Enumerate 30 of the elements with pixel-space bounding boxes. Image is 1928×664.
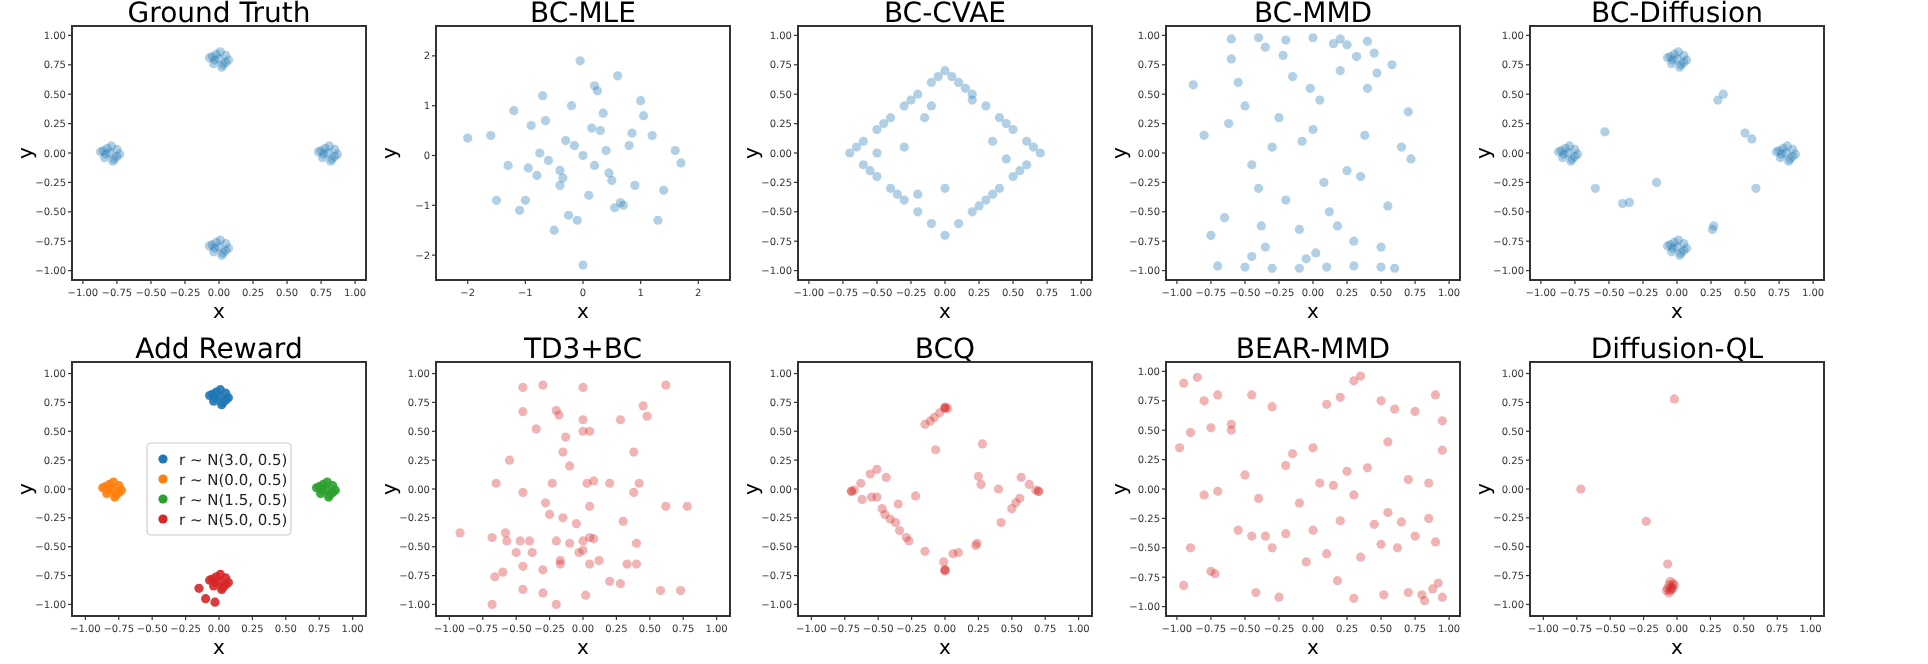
x-axis-title: x — [213, 638, 226, 660]
x-axis-title: x — [939, 638, 952, 660]
y-axis-title: y — [1110, 146, 1132, 159]
chart-title: Ground Truth — [127, 0, 311, 30]
x-axis-title: x — [1307, 638, 1320, 660]
chart-title: BEAR-MMD — [1235, 334, 1391, 366]
y-axis-title: y — [16, 482, 38, 495]
x-axis-title: x — [1307, 302, 1320, 324]
y-axis-title: y — [380, 146, 402, 159]
chart-title: BC-MMD — [1253, 0, 1373, 30]
x-axis-title: x — [577, 302, 590, 324]
y-axis-title: y — [1474, 146, 1496, 159]
chart-title: Diffusion-QL — [1590, 334, 1764, 366]
y-axis-title: y — [380, 482, 402, 495]
chart-title: TD3+BC — [521, 334, 643, 366]
chart-title: BC-CVAE — [883, 0, 1007, 30]
y-axis-title: y — [16, 146, 38, 159]
chart-title: BCQ — [914, 334, 976, 366]
x-axis-title: x — [577, 638, 590, 660]
y-axis-title: y — [742, 482, 764, 495]
chart-title: Add Reward — [135, 334, 303, 366]
y-axis-title: y — [742, 146, 764, 159]
x-axis-title: x — [213, 302, 226, 324]
y-axis-title: y — [1110, 482, 1132, 495]
chart-title: BC-MLE — [530, 0, 636, 30]
y-axis-title: y — [1474, 482, 1496, 495]
chart-title: BC-Diffusion — [1591, 0, 1763, 30]
x-axis-title: x — [1671, 638, 1684, 660]
x-axis-title: x — [1671, 302, 1684, 324]
x-axis-title: x — [939, 302, 952, 324]
